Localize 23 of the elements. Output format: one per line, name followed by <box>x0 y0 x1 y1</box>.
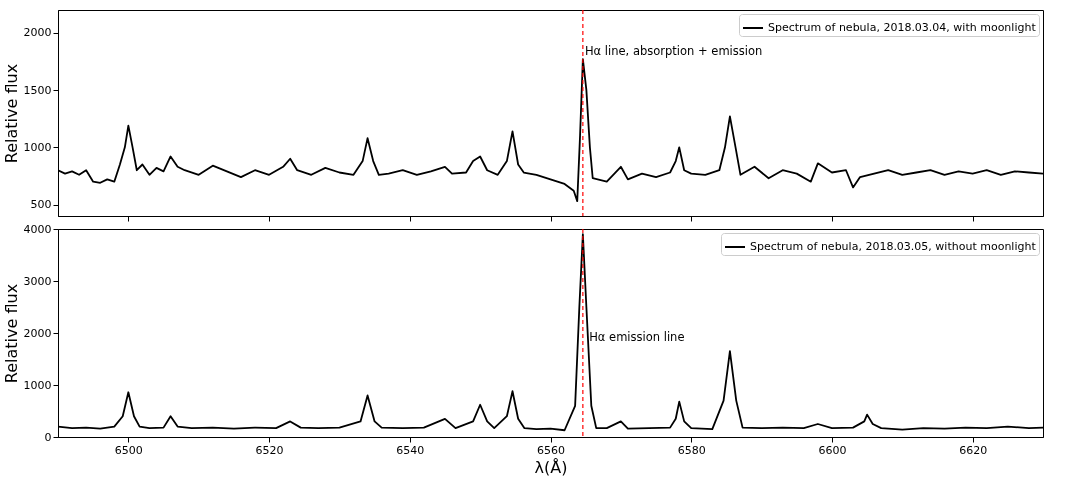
y-tick-label: 4000 <box>23 222 52 236</box>
x-tick-label: 6620 <box>959 443 988 457</box>
x-tick-label: 6580 <box>677 443 706 457</box>
y-tick-label: 500 <box>30 198 52 212</box>
y-tick-label: 2000 <box>23 326 52 340</box>
x-tick-label: 6600 <box>818 443 847 457</box>
y-tick-label: 0 <box>44 430 52 444</box>
x-axis-title: λ(Å) <box>534 457 568 477</box>
y-tick-label: 3000 <box>23 274 52 288</box>
x-tick-label: 6500 <box>114 443 143 457</box>
x-tick-label: 6520 <box>255 443 284 457</box>
y-axis-title: Relative flux <box>1 283 21 384</box>
y-axis-title: Relative flux <box>1 63 21 164</box>
x-tick-label: 6560 <box>537 443 565 457</box>
y-tick-label: 1500 <box>23 83 52 97</box>
y-tick-label: 2000 <box>23 26 52 40</box>
legend-label: Spectrum of nebula, 2018.03.04, with moonlight <box>768 21 1037 34</box>
legend-label: Spectrum of nebula, 2018.03.05, without moonlight <box>750 240 1037 253</box>
x-tick-label: 6540 <box>396 443 425 457</box>
y-tick-label: 1000 <box>23 378 52 392</box>
annotation: Hα line, absorption + emission <box>584 44 763 59</box>
y-tick-label: 1000 <box>23 140 52 154</box>
annotation: Hα emission line <box>589 330 685 345</box>
